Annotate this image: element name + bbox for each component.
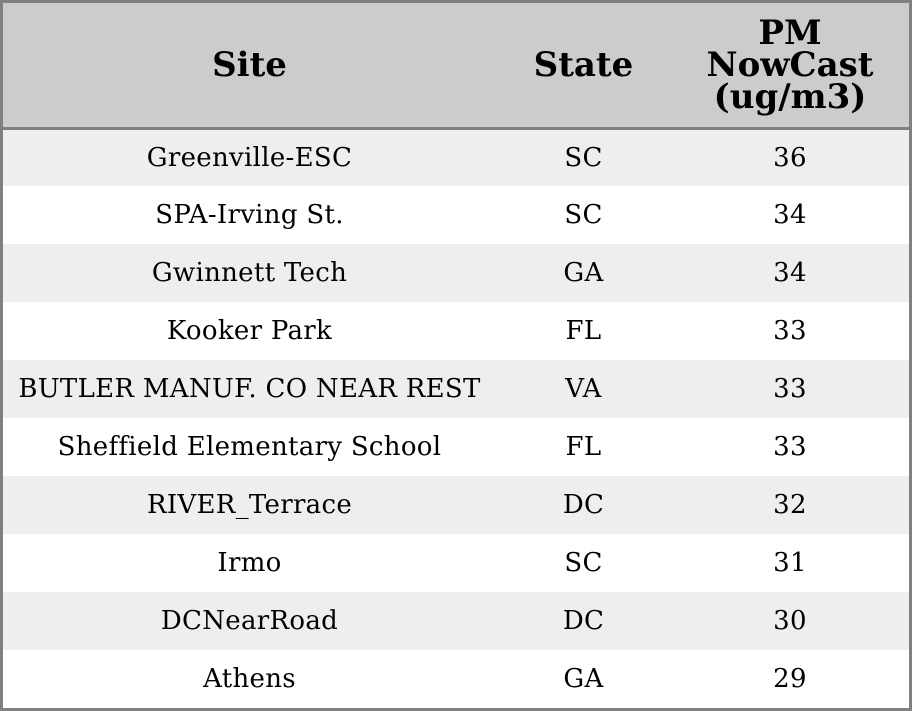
- state-cell: SC: [564, 200, 603, 230]
- site-cell: BUTLER MANUF. CO NEAR REST: [18, 374, 481, 404]
- state-cell: FL: [565, 316, 602, 346]
- table-row: BUTLER MANUF. CO NEAR REST VA 33: [3, 360, 909, 418]
- header-row: Site State PM NowCast (ug/m3): [3, 3, 909, 128]
- table-body: Greenville-ESC SC 36 SPA-Irving St. SC 3…: [3, 128, 909, 708]
- state-cell: GA: [563, 258, 604, 288]
- table-row: Sheffield Elementary School FL 33: [3, 418, 909, 476]
- state-column-header: State: [533, 44, 634, 85]
- state-cell: SC: [564, 548, 603, 578]
- site-cell: RIVER_Terrace: [146, 490, 353, 520]
- site-cell: SPA-Irving St.: [155, 200, 344, 230]
- pm-value-cell: 33: [773, 316, 807, 346]
- pm-value-cell: 36: [773, 142, 807, 173]
- table-row: DCNearRoad DC 30: [3, 592, 909, 650]
- pm-nowcast-column-header: PM NowCast (ug/m3): [706, 12, 874, 117]
- table-row: Irmo SC 31: [3, 534, 909, 592]
- site-cell: Athens: [203, 664, 296, 694]
- pm-value-cell: 31: [773, 548, 807, 578]
- pm-value-cell: 34: [773, 200, 807, 230]
- table-row: Kooker Park FL 33: [3, 302, 909, 360]
- site-cell: DCNearRoad: [160, 606, 339, 636]
- state-cell: DC: [562, 490, 605, 520]
- site-cell: Sheffield Elementary School: [57, 432, 442, 462]
- table-row: Greenville-ESC SC 36: [3, 128, 909, 186]
- table-row: Athens GA 29: [3, 650, 909, 708]
- pm-nowcast-table: Site State PM NowCast (ug/m3) Greenville…: [3, 3, 909, 708]
- pm-value-cell: 32: [773, 490, 807, 520]
- site-cell: Gwinnett Tech: [151, 258, 348, 288]
- table-row: Gwinnett Tech GA 34: [3, 244, 909, 302]
- pm-value-cell: 30: [773, 606, 807, 636]
- site-column-header: Site: [212, 44, 287, 85]
- pm-value-cell: 34: [773, 258, 807, 288]
- site-cell: Irmo: [217, 548, 282, 578]
- state-cell: FL: [565, 432, 602, 462]
- pm-value-cell: 29: [773, 664, 807, 694]
- state-cell: GA: [563, 664, 604, 694]
- site-cell: Kooker Park: [166, 316, 333, 346]
- site-cell: Greenville-ESC: [146, 142, 353, 173]
- state-cell: DC: [562, 606, 605, 636]
- table-row: RIVER_Terrace DC 32: [3, 476, 909, 534]
- pm-value-cell: 33: [773, 374, 807, 404]
- state-cell: SC: [564, 142, 603, 173]
- state-cell: VA: [565, 374, 602, 404]
- pm-value-cell: 33: [773, 432, 807, 462]
- table-row: SPA-Irving St. SC 34: [3, 186, 909, 244]
- table-header: Site State PM NowCast (ug/m3): [3, 3, 909, 128]
